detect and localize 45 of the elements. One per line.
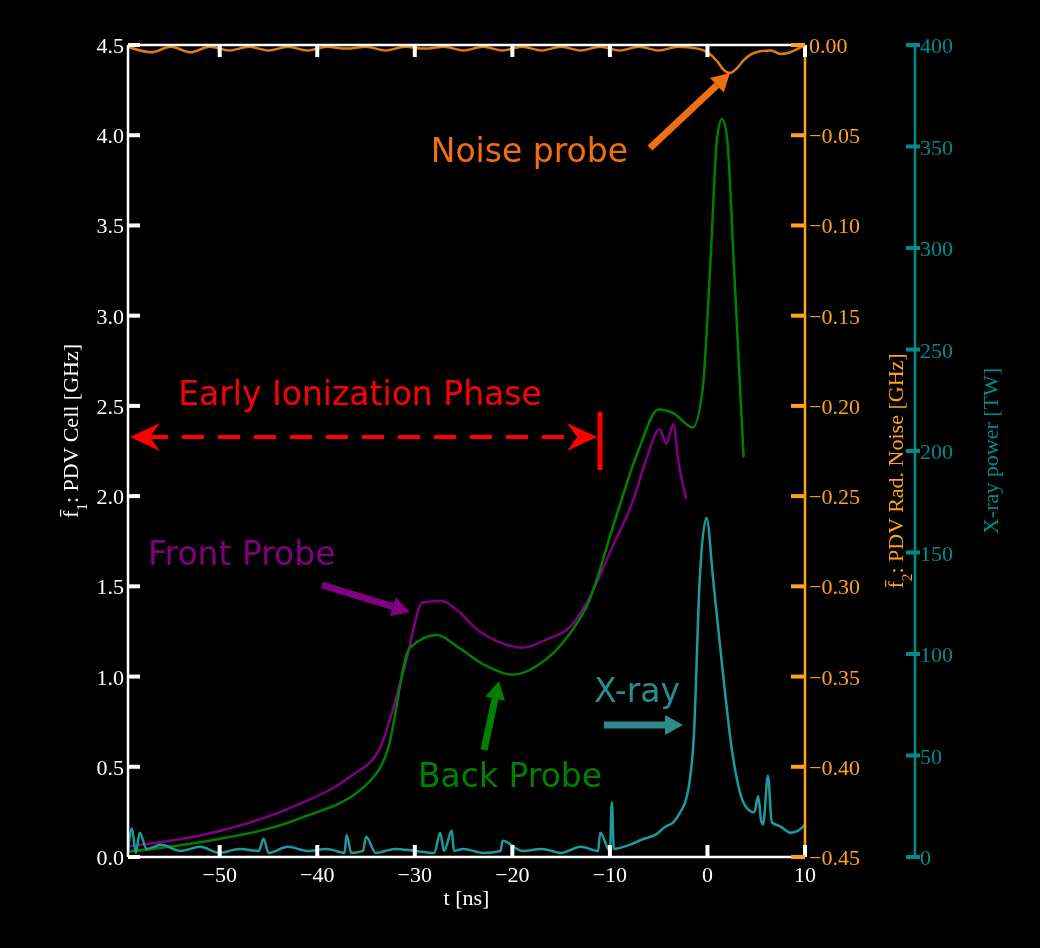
y3-tick-label: 200 [920, 439, 953, 464]
y-tick-label: 2.5 [96, 393, 124, 419]
y3-tick-label: 50 [920, 743, 942, 769]
y-tick-label: 0.0 [96, 845, 124, 870]
x-tick-label: −50 [202, 862, 237, 887]
y-tick-label: 0.5 [96, 754, 124, 780]
x-tick-label: −30 [397, 862, 433, 887]
y-tick-label: 4.0 [96, 123, 124, 149]
y2-tick-label: −0.10 [809, 213, 860, 239]
y2-tick-label: 0.00 [809, 33, 848, 58]
annotation: Noise probe [430, 131, 628, 170]
line-series [128, 516, 805, 855]
y-tick-label: 2.0 [96, 484, 124, 510]
y-tick-label: 1.0 [96, 664, 124, 690]
x-tick-label: 0 [701, 862, 713, 887]
y3-tick-label: 350 [920, 134, 953, 160]
annotation: Front Probe [148, 534, 336, 573]
y2-tick-label: −0.05 [809, 123, 860, 149]
y2-tick-label: −0.15 [809, 303, 860, 329]
y3-tick-label: 400 [920, 33, 953, 58]
x-tick-label: −40 [300, 862, 335, 887]
y2-tick-label: −0.20 [809, 393, 860, 419]
y2-tick-label: −0.40 [809, 754, 860, 780]
y3-tick-label: 0 [920, 845, 931, 870]
x-axis-title: t [ns] [443, 885, 490, 910]
x-tick-label: 10 [794, 862, 816, 887]
y3-tick-label: 150 [920, 540, 953, 566]
y2-tick-label: −0.35 [809, 664, 860, 690]
annotation: Early Ionization Phase [178, 374, 542, 413]
y-tick-label: 1.5 [96, 574, 124, 600]
y-tick-label: 3.5 [96, 213, 124, 239]
line-series [128, 422, 688, 848]
y3-axis-title: X-ray power [TW] [978, 367, 1003, 535]
x-tick-label: −20 [495, 862, 530, 887]
y3-tick-label: 250 [920, 337, 953, 363]
annotation: Back Probe [417, 756, 603, 795]
y-tick-label: 4.5 [96, 33, 124, 58]
y-tick-label: 3.0 [96, 303, 124, 329]
annotation: X-ray [593, 671, 681, 710]
y3-tick-label: 300 [920, 236, 953, 261]
y2-tick-label: −0.25 [809, 484, 860, 510]
line-series [128, 117, 745, 853]
y2-tick-label: −0.30 [809, 574, 860, 600]
x-tick-label: −10 [592, 862, 628, 887]
y3-tick-label: 100 [920, 642, 953, 667]
